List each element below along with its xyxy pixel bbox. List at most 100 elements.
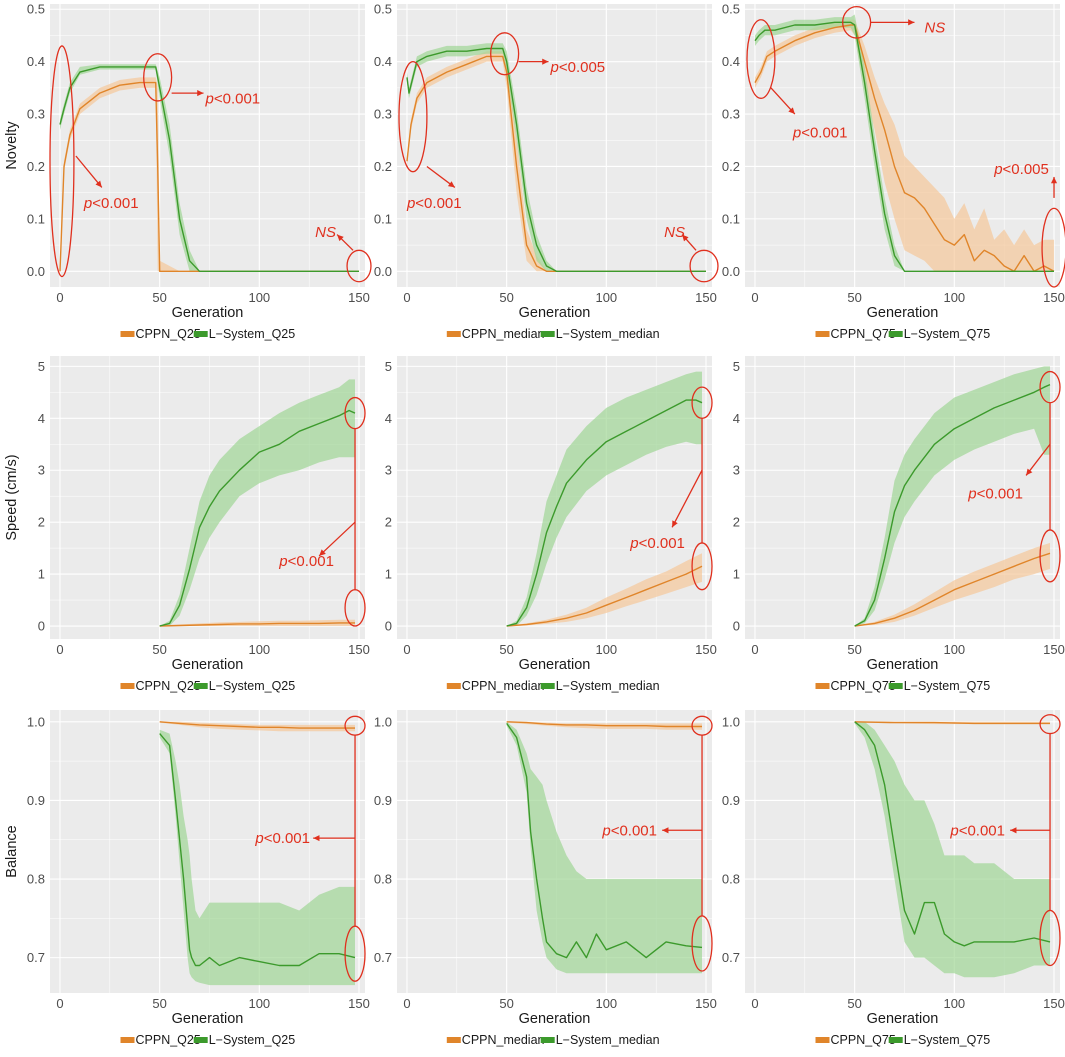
legend-label: CPPN_Q25 xyxy=(136,327,201,341)
legend-swatch-lsystem xyxy=(540,1037,555,1043)
arrow-head xyxy=(672,520,678,528)
line-lsystem xyxy=(506,399,703,627)
x-tick-label: 0 xyxy=(403,642,410,657)
x-tick-label: 0 xyxy=(56,996,63,1011)
legend-label: L−System_Q25 xyxy=(209,327,296,341)
y-tick-label: 0.1 xyxy=(27,211,45,226)
line-lsystem xyxy=(159,409,356,627)
x-tick-label: 100 xyxy=(595,642,617,657)
legend-swatch-lsystem xyxy=(193,683,208,689)
annotation-prefix: p xyxy=(601,822,610,839)
y-tick-label: 0.4 xyxy=(374,54,392,69)
arrow-head xyxy=(95,180,102,188)
x-tick-label: 0 xyxy=(751,996,758,1011)
x-axis-title: Generation xyxy=(519,657,591,673)
y-tick-label: 2 xyxy=(733,515,740,530)
p-value-label: p<0.001 xyxy=(629,535,685,552)
p-value-label: p<0.001 xyxy=(601,822,657,839)
y-tick-label: 0.5 xyxy=(722,2,740,17)
panel-0-2: 0 50 100 1500.00.10.20.30.40.5Generationp<0… xyxy=(722,2,1065,341)
x-tick-label: 50 xyxy=(152,290,166,305)
x-tick-label: 150 xyxy=(1043,290,1065,305)
x-tick-label: 0 xyxy=(56,642,63,657)
y-tick-label: 0.0 xyxy=(27,264,45,279)
arrow-head xyxy=(1026,468,1033,476)
x-tick-label: 50 xyxy=(847,642,861,657)
p-value-label: p<0.001 xyxy=(254,830,310,847)
p-value-label: p<0.001 xyxy=(205,90,261,107)
line-cppn xyxy=(59,81,359,272)
highlight-ellipse xyxy=(689,249,719,283)
y-tick-label: 0.3 xyxy=(374,107,392,122)
annotation-prefix: p xyxy=(792,124,801,141)
x-tick-label: 100 xyxy=(595,290,617,305)
x-tick-label: 0 xyxy=(403,996,410,1011)
x-tick-label: 50 xyxy=(499,642,513,657)
ribbon-cppn xyxy=(60,77,359,272)
y-tick-label: 0.3 xyxy=(722,107,740,122)
p-value-label: p<0.005 xyxy=(550,59,606,76)
panel-1-1: 0 50 100 150 0 1 2 3 4 5 Generation p<0.001 CPPN_med… xyxy=(385,356,717,693)
legend: CPPN_Q75 L−System_Q75 xyxy=(815,679,990,693)
p-value-label: NS xyxy=(924,20,945,37)
highlight-ellipse xyxy=(143,53,173,102)
x-tick-label: 150 xyxy=(348,642,370,657)
line-cppn xyxy=(159,721,355,729)
annotation-value: <0.001 xyxy=(801,124,847,141)
legend-swatch-cppn xyxy=(815,683,830,689)
legend: CPPN_median L−System_median xyxy=(446,327,660,341)
annotation-value: <0.001 xyxy=(288,553,334,570)
y-tick-label: 0.4 xyxy=(722,54,740,69)
x-axis-title: Generation xyxy=(172,657,244,673)
x-tick-label: 0 xyxy=(403,290,410,305)
legend-label: CPPN_median xyxy=(462,1033,545,1047)
legend-swatch-cppn xyxy=(815,331,830,337)
y-tick-label: 0.9 xyxy=(27,793,45,808)
x-axis-title: Generation xyxy=(867,305,939,321)
annotation-value: <0.001 xyxy=(264,830,310,847)
highlight-ellipse xyxy=(346,249,372,283)
y-axis-title: Balance xyxy=(4,825,20,877)
x-tick-label: 50 xyxy=(847,290,861,305)
y-tick-label: 0.2 xyxy=(374,159,392,174)
y-tick-label: 5 xyxy=(38,359,45,374)
legend-label: L−System_Q75 xyxy=(904,1033,991,1047)
y-tick-label: 4 xyxy=(733,411,740,426)
x-tick-label: 50 xyxy=(499,290,513,305)
legend-label: CPPN_median xyxy=(462,679,545,693)
y-tick-label: 3 xyxy=(38,463,45,478)
y-tick-label: 5 xyxy=(733,359,740,374)
p-value-label: p<0.001 xyxy=(83,195,139,212)
legend-label: CPPN_median xyxy=(462,327,545,341)
x-tick-label: 150 xyxy=(1043,642,1065,657)
arrow-head xyxy=(1010,827,1017,834)
arrow-head xyxy=(447,181,455,188)
y-tick-label: 0.1 xyxy=(722,211,740,226)
p-value-label: p<0.001 xyxy=(278,553,334,570)
y-tick-label: 0.8 xyxy=(27,872,45,887)
annotation-prefix: p xyxy=(205,90,214,107)
y-tick-label: 0.1 xyxy=(374,211,392,226)
x-axis-title: Generation xyxy=(867,1011,939,1027)
annotation-prefix: p xyxy=(629,535,638,552)
y-tick-label: 4 xyxy=(38,411,45,426)
x-axis-title: Generation xyxy=(519,1011,591,1027)
y-tick-label: 0.8 xyxy=(722,872,740,887)
x-tick-label: 100 xyxy=(248,996,270,1011)
panel-0-0: 0 50 100 150 0.0 0.1 0.2 0.3 0.4 0.5 Generation Nov… xyxy=(4,2,372,341)
ribbon-cppn xyxy=(407,51,706,272)
legend: CPPN_median L−System_median xyxy=(446,679,660,693)
panel-2-0: 0 50 100 150 0.7 0.8 0.9 1.0 Generation Balance p<… xyxy=(4,710,370,1047)
panel-2-2: 0 50 100 150 0.7 0.8 0.9 1.0 Generation p<0.001 CP… xyxy=(722,710,1065,1047)
annotation-value: <0.005 xyxy=(559,59,605,76)
ribbon-cppn xyxy=(755,19,1054,272)
annotation-prefix: p xyxy=(278,553,287,570)
y-tick-label: 0.9 xyxy=(722,793,740,808)
legend-label: L−System_median xyxy=(556,1033,660,1047)
y-tick-label: 0.7 xyxy=(374,950,392,965)
line-cppn xyxy=(406,55,706,272)
x-tick-label: 100 xyxy=(943,996,965,1011)
y-tick-label: 1 xyxy=(385,567,392,582)
y-tick-label: 0 xyxy=(385,619,392,634)
legend-label: CPPN_Q75 xyxy=(831,1033,896,1047)
